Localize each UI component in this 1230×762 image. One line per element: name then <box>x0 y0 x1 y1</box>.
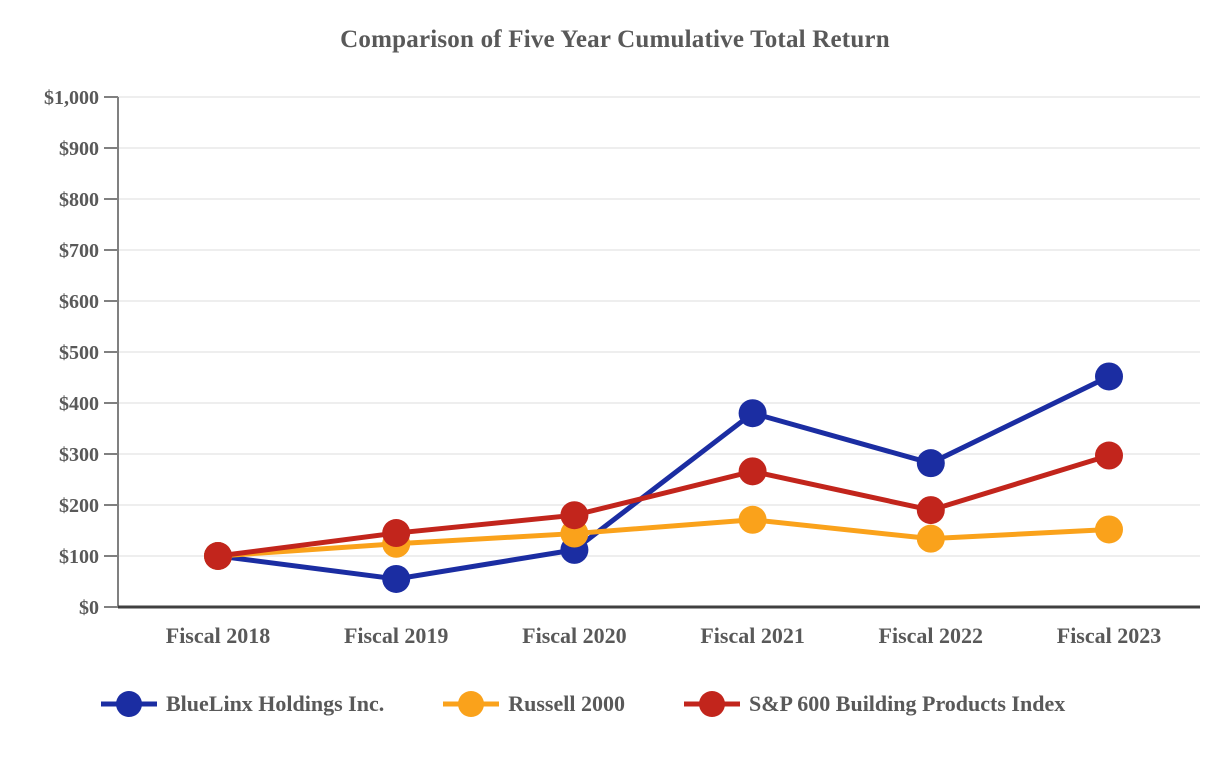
x-axis-label: Fiscal 2020 <box>522 623 627 648</box>
legend-marker-icon <box>684 691 740 717</box>
x-axis-label: Fiscal 2018 <box>166 623 271 648</box>
legend-marker-icon <box>101 691 157 717</box>
y-axis-label: $600 <box>59 291 99 313</box>
chart-title: Comparison of Five Year Cumulative Total… <box>340 26 890 53</box>
y-axis-label: $700 <box>59 240 99 262</box>
data-point <box>738 399 767 428</box>
legend-label: BlueLinx Holdings Inc. <box>166 691 385 716</box>
data-point <box>1095 441 1123 470</box>
y-axis-label: $900 <box>59 138 99 160</box>
legend-item-russell-2000: Russell 2000 <box>442 688 625 720</box>
chart-area: $0 $100 $200 $300 $400 $500 $600 $700 $800 $900 $1… <box>0 64 1230 664</box>
y-axis-label: $0 <box>79 597 99 619</box>
series-line <box>217 374 1111 582</box>
data-point <box>1095 515 1123 544</box>
data-point <box>382 564 411 593</box>
y-axis-label: $800 <box>59 189 99 211</box>
data-point <box>560 501 589 530</box>
data-point <box>738 505 767 534</box>
data-point <box>916 524 945 553</box>
legend-marker-icon <box>443 691 500 717</box>
legend-label: S&P 600 Building Products Index <box>749 691 1066 716</box>
y-axis-label: $1,000 <box>44 87 99 109</box>
legend-item-bluelinx: BlueLinx Holdings Inc. <box>100 688 384 720</box>
series-line <box>217 517 1110 559</box>
data-point <box>916 496 945 525</box>
y-axis-label: $300 <box>59 444 99 466</box>
legend-label: Russell 2000 <box>508 691 625 716</box>
y-axis-label: $100 <box>59 546 99 568</box>
x-axis-label: Fiscal 2022 <box>879 623 984 648</box>
legend-item-sp600-building-products: S&P 600 Building Products Index <box>683 688 1065 720</box>
line-chart: $0 $100 $200 $300 $400 $500 $600 $700 $800 $900 $1… <box>44 87 1200 648</box>
y-axis-label: $400 <box>59 393 99 415</box>
y-axis-label: $500 <box>59 342 99 364</box>
data-point <box>738 457 767 486</box>
data-point <box>382 519 411 548</box>
x-axis-label: Fiscal 2019 <box>344 623 449 648</box>
y-axis-label: $200 <box>59 495 99 517</box>
chart-legend: BlueLinx Holdings Inc. Russell 2000 S&P … <box>0 688 1230 720</box>
series-line <box>217 453 1110 559</box>
x-axis-label: Fiscal 2023 <box>1057 623 1162 648</box>
data-point <box>1095 362 1123 391</box>
data-point <box>916 449 945 478</box>
x-axis-label: Fiscal 2021 <box>700 623 805 648</box>
data-point <box>204 542 232 570</box>
